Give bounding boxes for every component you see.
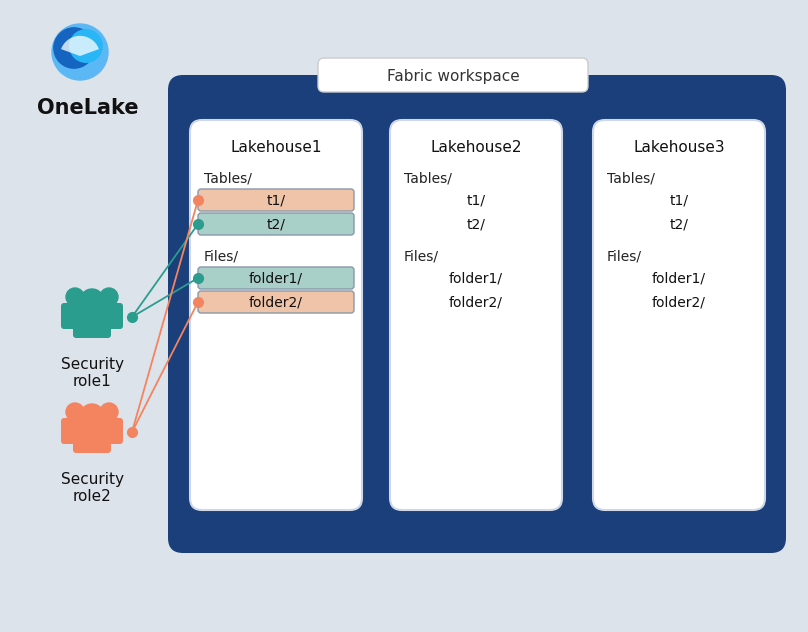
- Circle shape: [80, 404, 104, 428]
- Text: Tables/: Tables/: [404, 171, 452, 185]
- Text: t1/: t1/: [267, 193, 285, 207]
- Circle shape: [66, 403, 84, 421]
- Text: t1/: t1/: [670, 193, 688, 207]
- Text: t2/: t2/: [267, 217, 285, 231]
- Wedge shape: [61, 36, 99, 56]
- Text: folder1/: folder1/: [449, 271, 503, 285]
- FancyBboxPatch shape: [95, 303, 123, 329]
- FancyBboxPatch shape: [198, 189, 354, 211]
- Text: t1/: t1/: [466, 193, 486, 207]
- FancyBboxPatch shape: [168, 75, 786, 553]
- Text: Tables/: Tables/: [204, 171, 252, 185]
- Text: Files/: Files/: [404, 249, 439, 263]
- FancyBboxPatch shape: [198, 267, 354, 289]
- Text: folder2/: folder2/: [449, 295, 503, 309]
- FancyBboxPatch shape: [390, 120, 562, 510]
- Text: folder2/: folder2/: [249, 295, 303, 309]
- Text: Lakehouse2: Lakehouse2: [430, 140, 522, 155]
- Text: folder1/: folder1/: [249, 271, 303, 285]
- FancyBboxPatch shape: [593, 120, 765, 510]
- Text: folder2/: folder2/: [652, 295, 706, 309]
- Text: Security
role1: Security role1: [61, 357, 124, 389]
- FancyBboxPatch shape: [95, 418, 123, 444]
- FancyBboxPatch shape: [318, 58, 588, 92]
- Circle shape: [80, 289, 104, 313]
- FancyBboxPatch shape: [61, 303, 89, 329]
- FancyBboxPatch shape: [198, 213, 354, 235]
- Text: folder1/: folder1/: [652, 271, 706, 285]
- Text: Files/: Files/: [204, 249, 239, 263]
- Circle shape: [100, 403, 118, 421]
- Text: Files/: Files/: [607, 249, 642, 263]
- FancyBboxPatch shape: [190, 120, 362, 510]
- Circle shape: [100, 288, 118, 306]
- Text: Fabric workspace: Fabric workspace: [386, 70, 520, 85]
- Text: Lakehouse1: Lakehouse1: [230, 140, 322, 155]
- FancyBboxPatch shape: [73, 310, 111, 338]
- Circle shape: [66, 288, 84, 306]
- Text: Lakehouse3: Lakehouse3: [633, 140, 725, 155]
- Circle shape: [54, 28, 95, 68]
- Text: t2/: t2/: [466, 217, 486, 231]
- Text: t2/: t2/: [670, 217, 688, 231]
- Circle shape: [52, 24, 108, 80]
- Text: OneLake: OneLake: [37, 98, 139, 118]
- FancyBboxPatch shape: [61, 418, 89, 444]
- Text: Tables/: Tables/: [607, 171, 654, 185]
- Circle shape: [69, 30, 103, 62]
- FancyBboxPatch shape: [73, 425, 111, 453]
- Text: Security
role2: Security role2: [61, 472, 124, 504]
- FancyBboxPatch shape: [198, 291, 354, 313]
